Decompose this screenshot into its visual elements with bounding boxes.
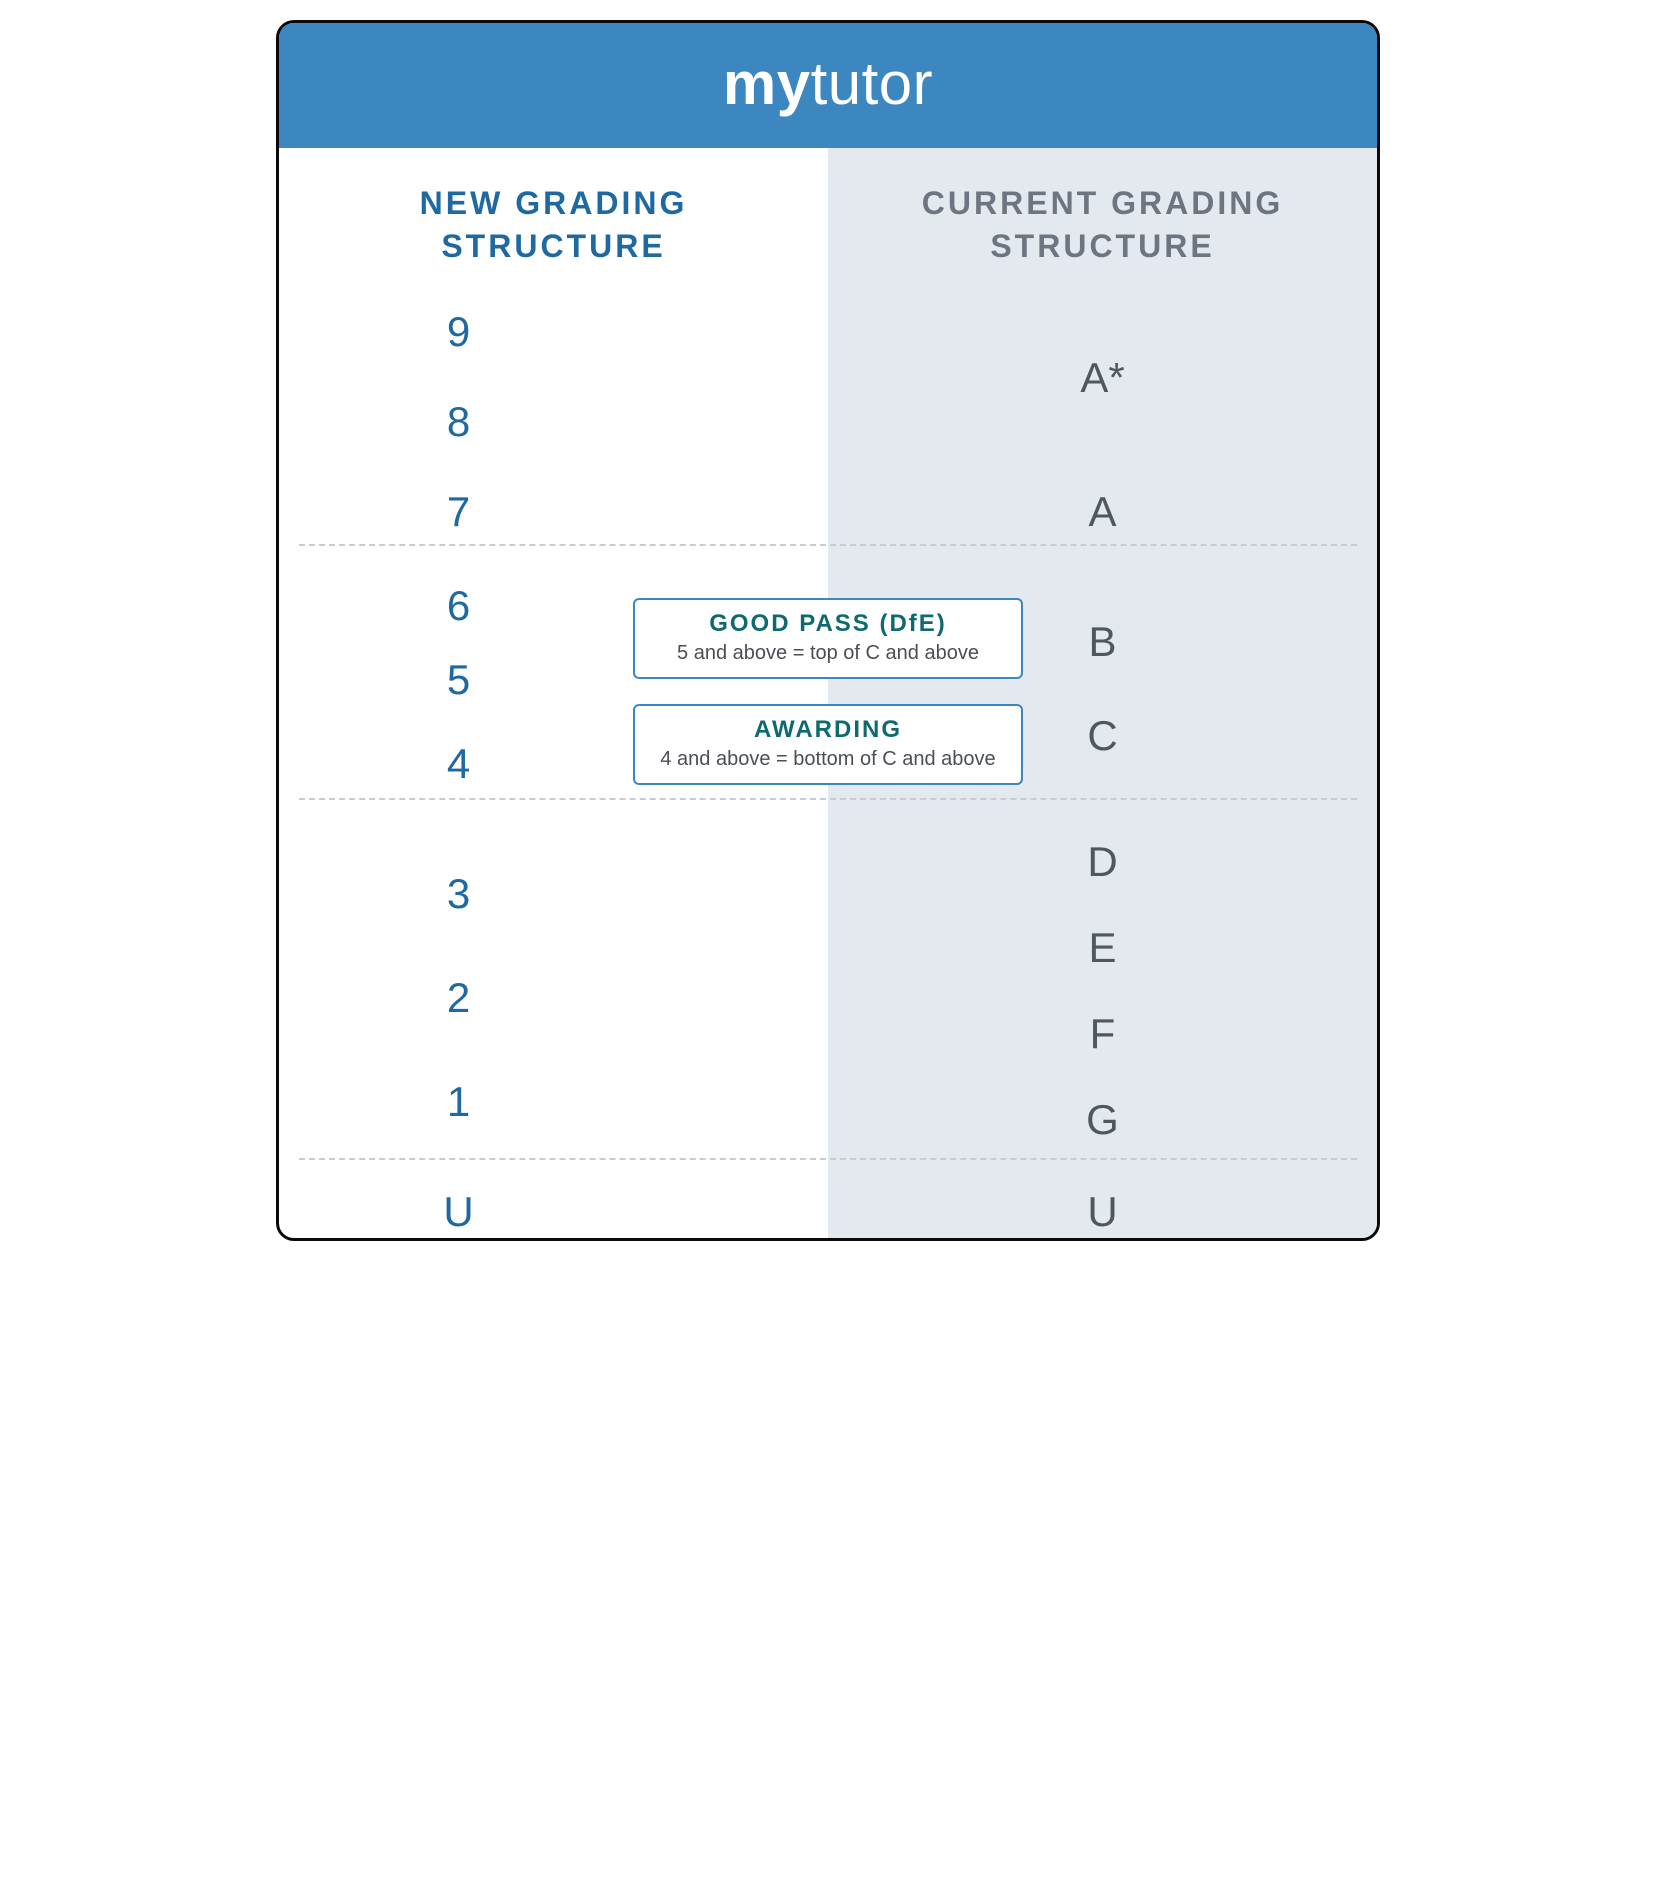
current-grade: G (828, 1096, 1377, 1144)
current-grade: F (828, 1010, 1377, 1058)
current-grading-column: CURRENT GRADING STRUCTURE A*ABCDEFGU (828, 148, 1377, 1238)
section-divider (299, 1158, 1357, 1160)
new-grade: 7 (276, 488, 828, 536)
new-grade: 2 (276, 974, 828, 1022)
brand-suffix: tutor (811, 50, 934, 117)
grading-card: mytutor NEW GRADING STRUCTURE 987654321U… (276, 20, 1380, 1241)
current-grade: U (828, 1188, 1377, 1236)
new-grade: 9 (276, 308, 828, 356)
new-grade: 8 (276, 398, 828, 446)
columns-wrap: NEW GRADING STRUCTURE 987654321U CURRENT… (279, 148, 1377, 1238)
callout-title: GOOD PASS (DfE) (649, 610, 1007, 638)
current-grade: E (828, 924, 1377, 972)
current-grading-title: CURRENT GRADING STRUCTURE (828, 148, 1377, 278)
section-divider (299, 798, 1357, 800)
brand-header: mytutor (279, 23, 1377, 148)
callout-title: AWARDING (649, 716, 1007, 744)
new-grade: 3 (276, 870, 828, 918)
current-grade: A* (828, 354, 1377, 402)
brand-prefix: my (723, 50, 811, 117)
callout-subtitle: 4 and above = bottom of C and above (649, 748, 1007, 771)
callout-box: AWARDING 4 and above = bottom of C and ab… (633, 704, 1023, 785)
new-grading-title: NEW GRADING STRUCTURE (279, 148, 828, 278)
new-grading-column: NEW GRADING STRUCTURE 987654321U (279, 148, 828, 1238)
section-divider (299, 544, 1357, 546)
current-grade: A (828, 488, 1377, 536)
callout-box: GOOD PASS (DfE) 5 and above = top of C an… (633, 598, 1023, 679)
current-grade: D (828, 838, 1377, 886)
callout-subtitle: 5 and above = top of C and above (649, 642, 1007, 665)
new-grade: 1 (276, 1078, 828, 1126)
new-grade: U (276, 1188, 828, 1236)
